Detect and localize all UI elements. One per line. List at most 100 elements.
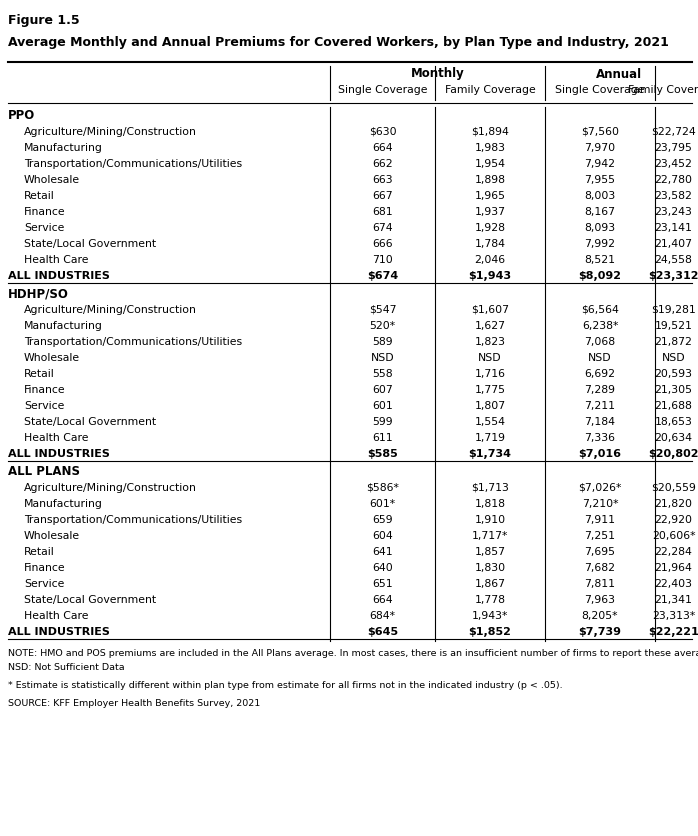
Text: Wholesale: Wholesale bbox=[24, 175, 80, 185]
Text: $7,560: $7,560 bbox=[581, 127, 619, 137]
Text: 520*: 520* bbox=[369, 321, 396, 331]
Text: $645: $645 bbox=[367, 627, 398, 637]
Text: Service: Service bbox=[24, 579, 64, 589]
Text: 8,003: 8,003 bbox=[584, 191, 616, 201]
Text: 7,184: 7,184 bbox=[584, 417, 616, 427]
Text: Transportation/Communications/Utilities: Transportation/Communications/Utilities bbox=[24, 337, 242, 347]
Text: 21,407: 21,407 bbox=[655, 239, 692, 249]
Text: 7,695: 7,695 bbox=[584, 547, 616, 557]
Text: 23,452: 23,452 bbox=[655, 159, 692, 169]
Text: $19,281: $19,281 bbox=[651, 305, 696, 315]
Text: 23,582: 23,582 bbox=[655, 191, 692, 201]
Text: $22,221: $22,221 bbox=[648, 627, 698, 637]
Text: 1,857: 1,857 bbox=[475, 547, 505, 557]
Text: 7,682: 7,682 bbox=[584, 563, 616, 573]
Text: 7,210*: 7,210* bbox=[581, 499, 618, 509]
Text: 8,521: 8,521 bbox=[584, 255, 616, 265]
Text: $674: $674 bbox=[367, 271, 398, 281]
Text: $1,734: $1,734 bbox=[468, 449, 512, 459]
Text: Health Care: Health Care bbox=[24, 255, 89, 265]
Text: Manufacturing: Manufacturing bbox=[24, 143, 103, 153]
Text: 662: 662 bbox=[372, 159, 393, 169]
Text: Wholesale: Wholesale bbox=[24, 353, 80, 363]
Text: 7,811: 7,811 bbox=[584, 579, 616, 589]
Text: $20,559: $20,559 bbox=[651, 483, 696, 492]
Text: $630: $630 bbox=[369, 127, 396, 137]
Text: 1,719: 1,719 bbox=[475, 433, 505, 443]
Text: 23,141: 23,141 bbox=[655, 223, 692, 232]
Text: 684*: 684* bbox=[369, 611, 396, 621]
Text: Health Care: Health Care bbox=[24, 433, 89, 443]
Text: 640: 640 bbox=[372, 563, 393, 573]
Text: 21,964: 21,964 bbox=[655, 563, 692, 573]
Text: 599: 599 bbox=[372, 417, 393, 427]
Text: 21,820: 21,820 bbox=[655, 499, 692, 509]
Text: 681: 681 bbox=[372, 206, 393, 217]
Text: 19,521: 19,521 bbox=[655, 321, 692, 331]
Text: Single Coverage: Single Coverage bbox=[555, 85, 645, 95]
Text: Manufacturing: Manufacturing bbox=[24, 321, 103, 331]
Text: 22,403: 22,403 bbox=[655, 579, 692, 589]
Text: 589: 589 bbox=[372, 337, 393, 347]
Text: 7,211: 7,211 bbox=[584, 400, 616, 410]
Text: 1,954: 1,954 bbox=[475, 159, 505, 169]
Text: 24,558: 24,558 bbox=[655, 255, 692, 265]
Text: 23,313*: 23,313* bbox=[652, 611, 695, 621]
Text: 8,167: 8,167 bbox=[584, 206, 616, 217]
Text: 7,251: 7,251 bbox=[584, 531, 616, 541]
Text: Health Care: Health Care bbox=[24, 611, 89, 621]
Text: Transportation/Communications/Utilities: Transportation/Communications/Utilities bbox=[24, 515, 242, 525]
Text: 2,046: 2,046 bbox=[475, 255, 505, 265]
Text: Finance: Finance bbox=[24, 206, 66, 217]
Text: Retail: Retail bbox=[24, 547, 54, 557]
Text: 1,554: 1,554 bbox=[475, 417, 505, 427]
Text: 710: 710 bbox=[372, 255, 393, 265]
Text: NSD: NSD bbox=[662, 353, 685, 363]
Text: 22,920: 22,920 bbox=[655, 515, 692, 525]
Text: 1,775: 1,775 bbox=[475, 385, 505, 395]
Text: State/Local Government: State/Local Government bbox=[24, 417, 156, 427]
Text: 7,289: 7,289 bbox=[584, 385, 616, 395]
Text: 1,867: 1,867 bbox=[475, 579, 505, 589]
Text: $547: $547 bbox=[369, 305, 396, 315]
Text: 6,238*: 6,238* bbox=[582, 321, 618, 331]
Text: 1,943*: 1,943* bbox=[472, 611, 508, 621]
Text: 8,093: 8,093 bbox=[584, 223, 616, 232]
Text: 641: 641 bbox=[372, 547, 393, 557]
Text: 604: 604 bbox=[372, 531, 393, 541]
Text: State/Local Government: State/Local Government bbox=[24, 594, 156, 604]
Text: $585: $585 bbox=[367, 449, 398, 459]
Text: $6,564: $6,564 bbox=[581, 305, 619, 315]
Text: Wholesale: Wholesale bbox=[24, 531, 80, 541]
Text: 21,305: 21,305 bbox=[655, 385, 692, 395]
Text: $20,802: $20,802 bbox=[648, 449, 698, 459]
Text: NSD: NSD bbox=[478, 353, 502, 363]
Text: Finance: Finance bbox=[24, 385, 66, 395]
Text: $1,894: $1,894 bbox=[471, 127, 509, 137]
Text: 7,955: 7,955 bbox=[584, 175, 616, 185]
Text: Family Coverage: Family Coverage bbox=[445, 85, 535, 95]
Text: $1,713: $1,713 bbox=[471, 483, 509, 492]
Text: 22,284: 22,284 bbox=[655, 547, 692, 557]
Text: Manufacturing: Manufacturing bbox=[24, 499, 103, 509]
Text: 7,970: 7,970 bbox=[584, 143, 616, 153]
Text: 7,992: 7,992 bbox=[584, 239, 616, 249]
Text: $7,739: $7,739 bbox=[579, 627, 621, 637]
Text: $7,026*: $7,026* bbox=[579, 483, 622, 492]
Text: Finance: Finance bbox=[24, 563, 66, 573]
Text: 22,780: 22,780 bbox=[655, 175, 692, 185]
Text: Annual: Annual bbox=[595, 68, 641, 80]
Text: 20,606*: 20,606* bbox=[652, 531, 695, 541]
Text: * Estimate is statistically different within plan type from estimate for all fir: * Estimate is statistically different wi… bbox=[8, 681, 563, 690]
Text: 1,717*: 1,717* bbox=[472, 531, 508, 541]
Text: Agriculture/Mining/Construction: Agriculture/Mining/Construction bbox=[24, 483, 197, 492]
Text: State/Local Government: State/Local Government bbox=[24, 239, 156, 249]
Text: 21,341: 21,341 bbox=[655, 594, 692, 604]
Text: Monthly: Monthly bbox=[410, 68, 464, 80]
Text: 7,336: 7,336 bbox=[584, 433, 616, 443]
Text: 664: 664 bbox=[372, 143, 393, 153]
Text: ALL INDUSTRIES: ALL INDUSTRIES bbox=[8, 271, 110, 281]
Text: Family Coverage: Family Coverage bbox=[628, 85, 698, 95]
Text: 659: 659 bbox=[372, 515, 393, 525]
Text: NOTE: HMO and POS premiums are included in the All Plans average. In most cases,: NOTE: HMO and POS premiums are included … bbox=[8, 650, 698, 659]
